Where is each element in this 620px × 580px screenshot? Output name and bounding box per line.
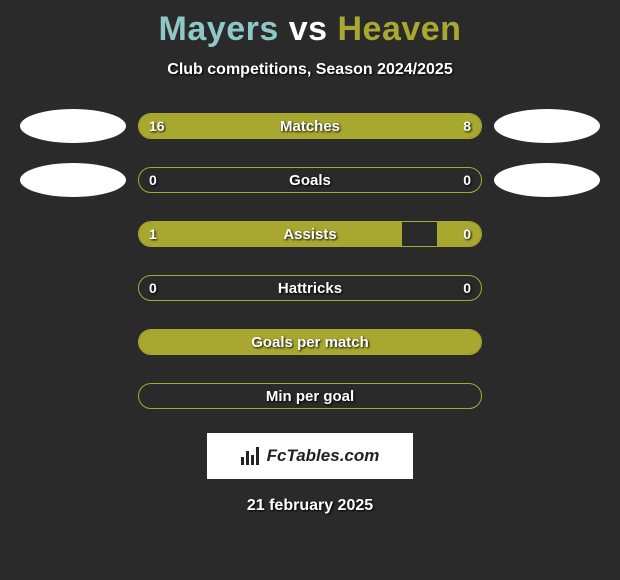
stat-value-left: 0 bbox=[149, 168, 157, 192]
stat-bar: Assists1 0 bbox=[138, 221, 482, 247]
stat-label: Goals per match bbox=[139, 330, 481, 354]
stat-row: Matches16 8 bbox=[0, 109, 620, 143]
stat-bar: Matches16 8 bbox=[138, 113, 482, 139]
comparison-title: Mayers vs Heaven bbox=[0, 0, 620, 49]
stat-bar: Hattricks0 0 bbox=[138, 275, 482, 301]
stat-bar: Goals0 0 bbox=[138, 167, 482, 193]
player2-ellipse bbox=[494, 163, 600, 197]
player1-ellipse bbox=[20, 163, 126, 197]
stat-row: Goals0 0 bbox=[0, 163, 620, 197]
stat-value-left: 16 bbox=[149, 114, 165, 138]
stat-label: Min per goal bbox=[139, 384, 481, 408]
stat-row: Hattricks0 0 bbox=[0, 271, 620, 305]
brand-text: FcTables.com bbox=[267, 446, 380, 466]
stat-label: Assists bbox=[139, 222, 481, 246]
stat-value-left: 1 bbox=[149, 222, 157, 246]
stat-value-right: 0 bbox=[463, 222, 471, 246]
stat-row: Goals per match bbox=[0, 325, 620, 359]
vs-text: vs bbox=[289, 10, 328, 48]
stat-value-left: 0 bbox=[149, 276, 157, 300]
stat-value-right: 0 bbox=[463, 168, 471, 192]
subtitle: Club competitions, Season 2024/2025 bbox=[0, 61, 620, 79]
stat-label: Matches bbox=[139, 114, 481, 138]
stat-bar: Min per goal bbox=[138, 383, 482, 409]
chart-icon bbox=[241, 447, 261, 465]
stat-row: Min per goal bbox=[0, 379, 620, 413]
stat-label: Goals bbox=[139, 168, 481, 192]
stat-label: Hattricks bbox=[139, 276, 481, 300]
brand-badge: FcTables.com bbox=[207, 433, 413, 479]
player2-ellipse bbox=[494, 109, 600, 143]
stat-value-right: 0 bbox=[463, 276, 471, 300]
date-text: 21 february 2025 bbox=[0, 497, 620, 515]
stat-row: Assists1 0 bbox=[0, 217, 620, 251]
stat-value-right: 8 bbox=[463, 114, 471, 138]
player1-name: Mayers bbox=[159, 10, 279, 48]
player1-ellipse bbox=[20, 109, 126, 143]
stat-bar: Goals per match bbox=[138, 329, 482, 355]
player2-name: Heaven bbox=[337, 10, 461, 48]
stats-container: Matches168Goals00Assists10Hattricks00Goa… bbox=[0, 109, 620, 413]
